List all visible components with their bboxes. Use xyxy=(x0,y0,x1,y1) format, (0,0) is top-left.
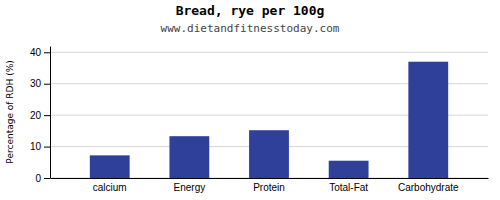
bar xyxy=(249,130,289,178)
axis-line xyxy=(51,178,489,179)
axis-line xyxy=(50,47,51,179)
tick-label: Total-Fat xyxy=(329,182,368,193)
tick: Carbohydrate xyxy=(398,182,459,193)
tick: Energy xyxy=(174,182,206,193)
bar xyxy=(90,155,130,178)
tick: 10 xyxy=(30,141,50,152)
tick-mark xyxy=(44,84,50,85)
x-axis: calcium Energy Protein Total-Fat Carbohydrat… xyxy=(51,179,489,194)
plot: 0 10 20 30 40 calcium Energy Protein Total-Fat Ca… xyxy=(30,47,489,194)
tick: calcium xyxy=(93,182,127,193)
chart: Bread, rye per 100g www.dietandfitnesstod… xyxy=(0,0,500,200)
subtitle: www.dietandfitnesstoday.com xyxy=(161,22,340,35)
tick-label: Energy xyxy=(174,182,206,193)
tick-label: Protein xyxy=(253,182,285,193)
bar xyxy=(408,62,448,178)
tick-mark xyxy=(44,52,50,53)
grid xyxy=(50,52,488,178)
tick-label: 20 xyxy=(30,110,42,121)
tick-label: 30 xyxy=(30,78,42,89)
tick: 30 xyxy=(30,78,50,89)
bars xyxy=(90,62,448,178)
tick-label: calcium xyxy=(93,182,127,193)
tick-label: 0 xyxy=(35,173,41,184)
tick: 20 xyxy=(30,110,50,121)
tick-mark xyxy=(44,115,50,116)
y-axis: 0 10 20 30 40 xyxy=(30,47,51,184)
y-axis-label: Percentage of RDH (%) xyxy=(5,60,15,163)
bar xyxy=(169,136,209,178)
tick-label: Carbohydrate xyxy=(398,182,459,193)
tick: Total-Fat xyxy=(329,182,368,193)
tick: 0 xyxy=(35,173,50,184)
tick: Protein xyxy=(253,182,285,193)
tick-label: 10 xyxy=(30,141,42,152)
tick-mark xyxy=(44,178,50,179)
tick-mark xyxy=(44,147,50,148)
tick: 40 xyxy=(30,47,50,58)
tick-label: 40 xyxy=(30,47,42,58)
title: Bread, rye per 100g xyxy=(176,3,325,18)
bar xyxy=(329,161,369,178)
grid-line xyxy=(50,52,488,53)
